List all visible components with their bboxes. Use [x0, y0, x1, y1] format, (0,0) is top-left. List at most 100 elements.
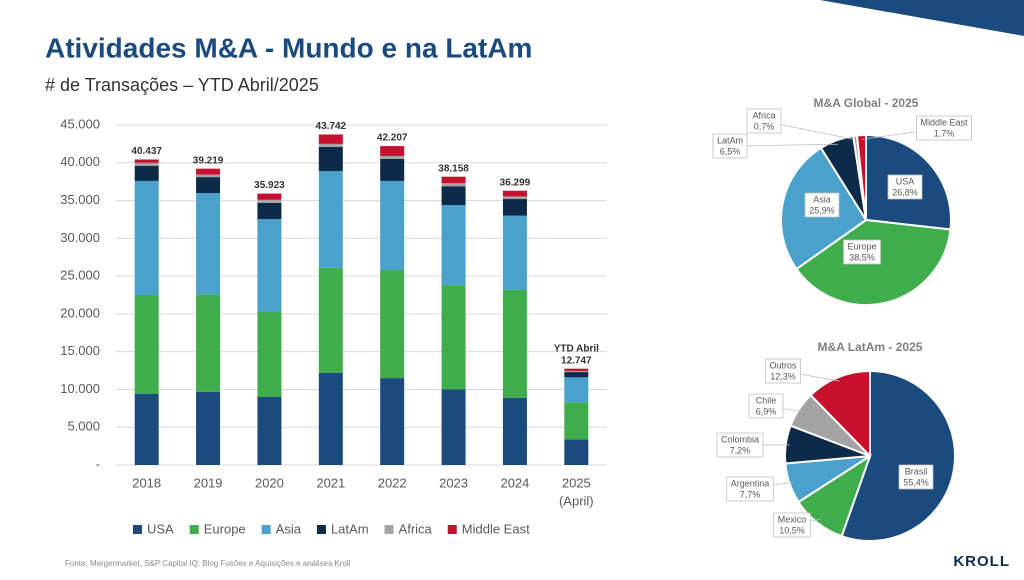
- y-tick-label: 20.000: [60, 305, 100, 320]
- bar-segment: [318, 143, 343, 147]
- label-box: [804, 192, 840, 218]
- y-tick-label: 35.000: [60, 192, 100, 207]
- leader-line: [729, 143, 838, 147]
- total-label: 43.742: [316, 121, 347, 132]
- total-label: 39.219: [193, 155, 224, 166]
- annotation: YTD Abril: [554, 343, 599, 354]
- label-box: [716, 432, 764, 458]
- label-box: [916, 115, 972, 141]
- logo: KROLL: [953, 553, 1010, 570]
- legend-label: Middle East: [462, 521, 530, 536]
- bar-segment: [380, 270, 405, 379]
- bar-segment: [257, 202, 282, 220]
- legend-swatch: [447, 525, 457, 534]
- slice-value: 6,5%: [720, 146, 741, 156]
- label-box: [748, 393, 784, 419]
- x-tick-label: 2025: [562, 475, 591, 490]
- bar-segment: [380, 378, 405, 465]
- slice-label: Europe: [847, 241, 876, 251]
- bar-segment: [564, 372, 589, 378]
- total-label: 36.299: [500, 177, 531, 188]
- total-label: 42.207: [377, 133, 408, 144]
- bar-segment: [257, 312, 282, 397]
- slice-value: 38,5%: [849, 252, 875, 262]
- pie-slice: [809, 369, 871, 459]
- y-tick-label: 45.000: [60, 116, 100, 131]
- bar-segment: [318, 372, 343, 465]
- legend-label: LatAm: [331, 521, 369, 536]
- x-tick-label: 2018: [132, 475, 161, 490]
- y-tick-label: 15.000: [60, 343, 100, 358]
- y-tick-label: 25.000: [60, 268, 100, 283]
- label-box: [712, 133, 748, 159]
- slide-subtitle: # de Transações – YTD Abril/2025: [45, 75, 319, 95]
- bar-segment: [502, 397, 527, 465]
- slice-value: 25,9%: [809, 205, 835, 215]
- slice-value: 26,8%: [892, 187, 918, 197]
- bar-segment: [318, 267, 343, 373]
- slice-value: 12,3%: [770, 371, 796, 381]
- bar-segment: [257, 397, 282, 465]
- corner-stripe: [820, 0, 1024, 36]
- bar-segment: [257, 193, 282, 200]
- bar-segment: [564, 370, 589, 373]
- source: Fonte: Mergermarket, S&P Capital IQ, Blo…: [65, 559, 351, 568]
- label-box: [898, 464, 934, 490]
- bar-segment: [318, 171, 343, 268]
- bar-segment: [134, 165, 159, 181]
- legend-swatch: [384, 525, 394, 534]
- slice-value: 7,2%: [730, 445, 751, 455]
- bar-segment: [502, 196, 527, 200]
- x-tick-label: 2022: [378, 475, 407, 490]
- slice-label: Africa: [752, 110, 775, 120]
- bar-segment: [564, 377, 589, 403]
- legend-swatch: [261, 525, 271, 534]
- bar-segment: [134, 162, 159, 166]
- label-box: [887, 174, 923, 200]
- bar-segment: [257, 219, 282, 312]
- legend-label: Africa: [399, 521, 433, 536]
- slice-label: Argentina: [731, 478, 770, 488]
- bar-segment: [134, 295, 159, 394]
- label-box: [765, 358, 801, 384]
- annotation: (April): [559, 493, 594, 508]
- bar-segment: [380, 180, 405, 271]
- bar-segment: [441, 205, 466, 286]
- pie-slice: [855, 133, 867, 221]
- pie-title: M&A LatAm - 2025: [818, 340, 923, 354]
- x-tick-label: 2024: [500, 475, 529, 490]
- legend-swatch: [133, 525, 142, 534]
- bar-segment: [380, 155, 405, 159]
- bar-segment: [196, 168, 221, 175]
- label-box: [843, 239, 881, 265]
- y-tick-label: 5.000: [67, 419, 100, 434]
- x-tick-label: 2023: [439, 475, 468, 490]
- legend-swatch: [316, 525, 326, 534]
- slice-label: Mexico: [778, 514, 807, 524]
- bar-segment: [196, 391, 221, 465]
- slice-label: Colombia: [721, 434, 759, 444]
- slice-value: 6,9%: [756, 406, 777, 416]
- bar-segment: [318, 146, 343, 172]
- legend-swatch: [189, 525, 199, 534]
- bar-segment: [502, 199, 527, 216]
- slide-title: Atividades M&A - Mundo e na LatAm: [45, 32, 532, 63]
- bar-segment: [441, 183, 466, 187]
- bar-segment: [564, 402, 589, 440]
- bar-segment: [502, 215, 527, 290]
- bar-segment: [257, 199, 282, 203]
- bar-segment: [196, 177, 221, 193]
- bar-segment: [564, 439, 589, 465]
- slice-label: Asia: [813, 194, 831, 204]
- slice-label: USA: [896, 176, 915, 186]
- slice-value: 55,4%: [903, 477, 929, 487]
- slice-label: Brasil: [905, 466, 928, 476]
- slice-value: 1,7%: [934, 128, 955, 138]
- bar-segment: [196, 193, 221, 295]
- bar-segment: [441, 285, 466, 390]
- total-label: 12.747: [561, 355, 592, 366]
- label-box: [726, 476, 774, 502]
- bar-segment: [134, 159, 159, 163]
- slice-label: LatAm: [717, 135, 743, 145]
